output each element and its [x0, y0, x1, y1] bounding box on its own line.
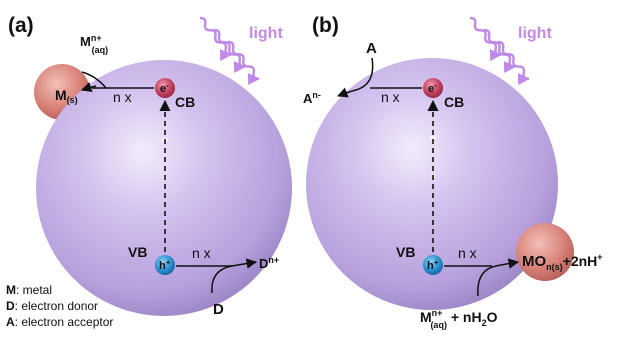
hole-label-a: h+ [159, 258, 171, 272]
electron-label-a: e- [160, 81, 169, 95]
oxide-reactant-label: Mn+ (aq) + nH2O [420, 308, 498, 330]
legend-item-donor: D: electron donor [6, 299, 98, 313]
light-waves-b [469, 16, 531, 86]
donor-label: D [213, 301, 224, 318]
donor-oxidation-arrow [211, 258, 258, 294]
hole-label-b: h+ [427, 258, 439, 272]
metal-ion-curve [81, 71, 107, 89]
cb-label-b: CB [444, 94, 464, 110]
vb-label-b: VB [396, 244, 415, 260]
light-label-b: light [518, 25, 552, 42]
electron-b [423, 78, 443, 98]
oxide-product-label: MOn(s)+2nH+ [522, 252, 603, 272]
semiconductor-sphere-b [306, 58, 558, 310]
acceptor-reduced-label: An- [303, 90, 321, 106]
nx-bottom-b: n x [458, 245, 477, 261]
metal-particle-label: M(s) [55, 87, 78, 105]
panel-b: (b) light e- CB n x A An- h+ VB n x [303, 14, 603, 330]
acceptor-reduction-arrow [337, 57, 374, 98]
light-label-a: light [249, 25, 283, 42]
hole-b [423, 255, 443, 275]
nx-bottom-a: n x [192, 245, 211, 261]
legend: M: metal D: electron donor A: electron a… [6, 283, 113, 329]
cb-label-a: CB [175, 94, 195, 110]
oxide-formation-arrow [477, 258, 520, 297]
nx-top-a: n x [113, 89, 132, 105]
hole-a [155, 255, 175, 275]
legend-item-acceptor: A: electron acceptor [6, 315, 113, 329]
acceptor-label: A [366, 40, 377, 57]
panel-b-label: (b) [312, 14, 339, 37]
donor-oxidized-label: Dn+ [259, 255, 279, 271]
semiconductor-sphere-a [36, 60, 292, 316]
panel-a: (a) M(s) light e- CB n x Mn+ (aq) h+ VB [6, 14, 292, 329]
metal-oxide-particle [516, 223, 574, 281]
legend-item-metal: M: metal [6, 283, 52, 297]
panel-a-label: (a) [8, 14, 34, 37]
sphere-highlight-b [430, 136, 436, 140]
light-waves-a [199, 16, 261, 86]
vb-label-a: VB [128, 244, 147, 260]
nx-top-b: n x [381, 89, 400, 105]
metal-ion-label: Mn+ (aq) [80, 33, 108, 55]
metal-reduction-arrow [81, 82, 97, 92]
electron-a [155, 78, 175, 98]
electron-label-b: e- [428, 81, 437, 95]
